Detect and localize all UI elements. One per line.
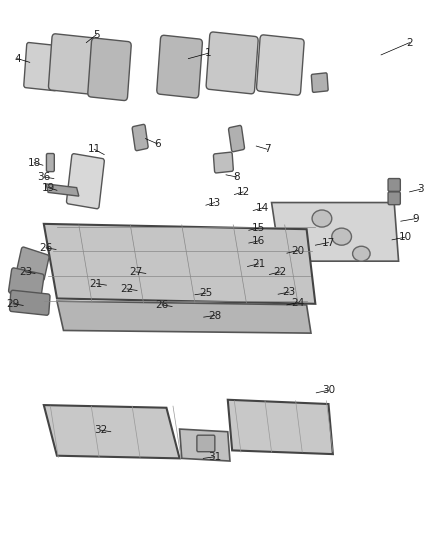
- Text: 23: 23: [283, 287, 296, 297]
- Text: 6: 6: [154, 139, 161, 149]
- Text: 14: 14: [256, 203, 269, 213]
- Text: 3: 3: [417, 184, 424, 194]
- Text: 7: 7: [264, 144, 271, 154]
- Text: 24: 24: [291, 298, 304, 308]
- Polygon shape: [272, 203, 399, 261]
- Text: 1: 1: [205, 49, 212, 58]
- Text: 12: 12: [237, 187, 250, 197]
- Text: 27: 27: [129, 267, 142, 277]
- Text: 21: 21: [252, 259, 265, 269]
- Text: 15: 15: [252, 223, 265, 233]
- FancyBboxPatch shape: [17, 247, 49, 281]
- FancyBboxPatch shape: [24, 43, 60, 91]
- FancyBboxPatch shape: [388, 192, 400, 205]
- FancyBboxPatch shape: [257, 35, 304, 95]
- FancyBboxPatch shape: [157, 35, 202, 98]
- Text: 29: 29: [7, 299, 20, 309]
- Text: 22: 22: [120, 284, 134, 294]
- Ellipse shape: [312, 210, 332, 227]
- Text: 20: 20: [291, 246, 304, 255]
- Text: 17: 17: [322, 238, 335, 247]
- Text: 22: 22: [274, 267, 287, 277]
- FancyBboxPatch shape: [213, 152, 233, 173]
- Text: 10: 10: [399, 232, 412, 242]
- Text: 36: 36: [37, 172, 50, 182]
- FancyBboxPatch shape: [67, 154, 104, 209]
- FancyBboxPatch shape: [229, 125, 244, 152]
- Polygon shape: [180, 429, 230, 461]
- Text: 30: 30: [322, 385, 335, 395]
- FancyBboxPatch shape: [10, 290, 50, 315]
- Polygon shape: [228, 400, 333, 454]
- Text: 19: 19: [42, 183, 55, 192]
- FancyBboxPatch shape: [49, 34, 96, 94]
- Text: 26: 26: [39, 243, 53, 253]
- FancyBboxPatch shape: [388, 179, 400, 191]
- Text: 13: 13: [208, 198, 221, 207]
- FancyBboxPatch shape: [206, 32, 258, 94]
- Text: 25: 25: [199, 288, 212, 298]
- Polygon shape: [46, 184, 79, 196]
- Text: 26: 26: [155, 300, 169, 310]
- FancyBboxPatch shape: [132, 124, 148, 151]
- FancyBboxPatch shape: [46, 154, 54, 172]
- Text: 21: 21: [90, 279, 103, 288]
- Text: 8: 8: [233, 172, 240, 182]
- Text: 31: 31: [208, 452, 221, 462]
- FancyBboxPatch shape: [88, 38, 131, 101]
- Text: 28: 28: [208, 311, 221, 320]
- Text: 11: 11: [88, 144, 101, 154]
- FancyBboxPatch shape: [9, 268, 44, 299]
- FancyBboxPatch shape: [197, 435, 215, 452]
- Text: 16: 16: [252, 236, 265, 246]
- Text: 23: 23: [19, 267, 32, 277]
- Polygon shape: [57, 301, 311, 333]
- Ellipse shape: [353, 246, 370, 261]
- Polygon shape: [44, 224, 315, 304]
- Text: 4: 4: [14, 54, 21, 63]
- Polygon shape: [44, 405, 180, 458]
- Ellipse shape: [332, 228, 351, 245]
- Text: 9: 9: [413, 214, 420, 223]
- Text: 2: 2: [406, 38, 413, 47]
- Text: 5: 5: [93, 30, 100, 39]
- Text: 32: 32: [94, 425, 107, 435]
- Text: 18: 18: [28, 158, 41, 167]
- FancyBboxPatch shape: [311, 73, 328, 92]
